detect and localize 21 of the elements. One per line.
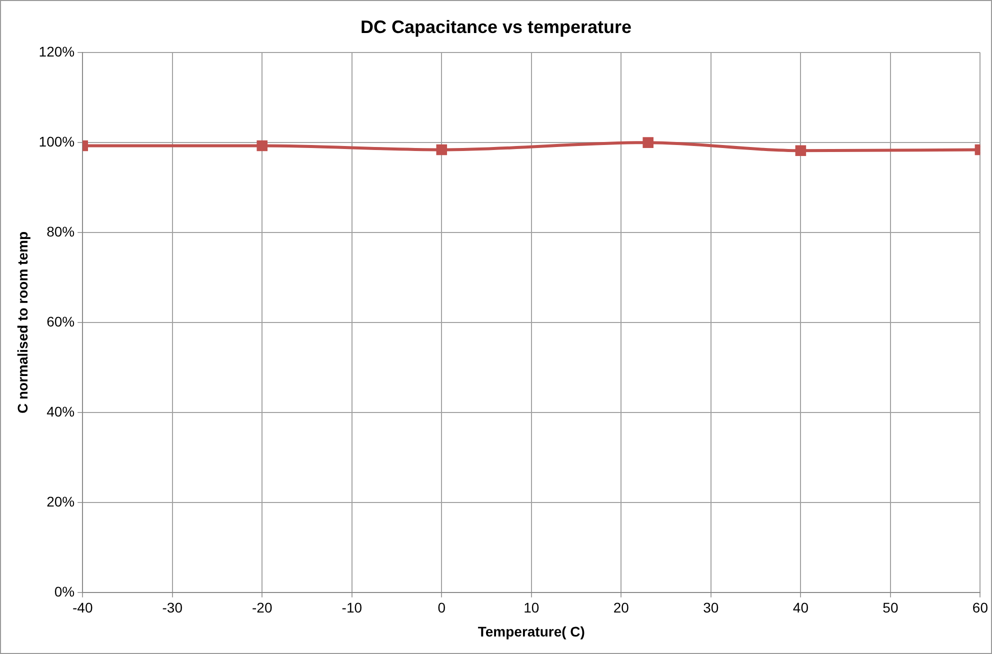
x-tick-label: 30 — [703, 600, 719, 616]
x-tick-label: 40 — [792, 600, 809, 616]
y-tick-label: 40% — [46, 403, 75, 420]
x-axis-title: Temperature( C) — [478, 623, 585, 640]
x-tick-label: 20 — [613, 600, 630, 616]
y-tick-label: 100% — [38, 133, 75, 150]
chart-title: DC Capacitance vs temperature — [360, 16, 632, 37]
x-tick-label: -40 — [72, 600, 93, 616]
x-tick-label: -10 — [342, 600, 362, 616]
y-tick-label: 120% — [38, 43, 75, 60]
x-tick-label: -20 — [252, 600, 272, 616]
y-axis-title: C normalised to room temp — [14, 231, 30, 414]
x-tick-label: 50 — [882, 600, 898, 616]
x-tick-label: 10 — [524, 600, 540, 616]
x-tick-label: 60 — [972, 600, 988, 616]
y-tick-label: 0% — [54, 583, 75, 600]
x-tick-label: -30 — [162, 600, 183, 616]
y-tick-label: 20% — [46, 493, 75, 510]
x-tick-label: 0 — [438, 600, 446, 616]
y-tick-label: 80% — [46, 223, 75, 240]
y-tick-label: 60% — [46, 313, 75, 330]
